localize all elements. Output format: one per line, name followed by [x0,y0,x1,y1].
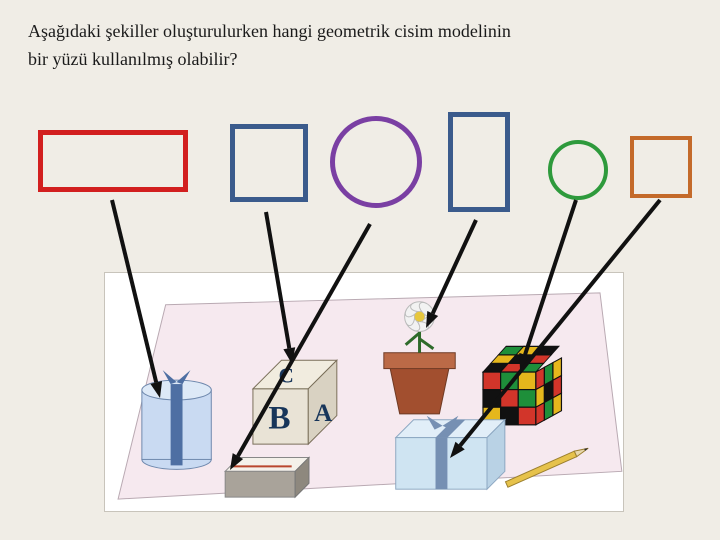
svg-text:A: A [314,400,332,427]
shape-3-rect [448,112,510,212]
question-line-2: bir yüzü kullanılmış olabilir? [28,46,692,74]
svg-text:C: C [279,364,294,388]
shape-4-circle [548,140,608,200]
shape-0-rect [38,130,188,192]
illustration-svg: BAC [105,273,623,511]
question-line-1: Aşağıdaki şekiller oluşturulurken hangi … [28,18,692,46]
gift-cylinder [142,370,211,469]
shape-2-circle [330,116,422,208]
illustration-panel: BAC [104,272,624,512]
question-block: Aşağıdaki şekiller oluşturulurken hangi … [0,0,720,82]
shape-1-rect [230,124,308,202]
matchbox [225,457,309,497]
svg-text:B: B [268,400,290,437]
shape-5-rect [630,136,692,198]
gift-box [396,416,505,489]
